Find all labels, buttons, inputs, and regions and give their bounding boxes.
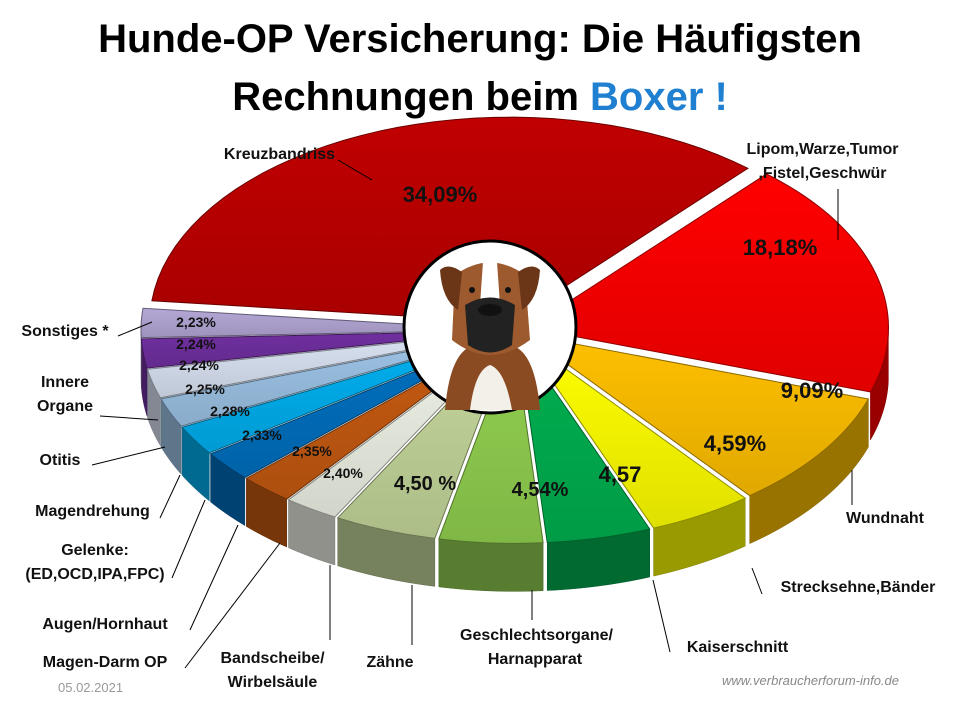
value-label: 9,09% xyxy=(781,378,843,403)
category-label: Wundnaht xyxy=(846,510,924,527)
leader-line xyxy=(159,474,181,519)
value-label: 4,50 % xyxy=(394,473,456,495)
leader-line xyxy=(652,579,671,653)
value-label: 34,09% xyxy=(403,182,478,207)
value-label: 4,57 xyxy=(599,462,642,487)
category-label: Innere Organe xyxy=(36,374,93,415)
category-label: Magen-Darm OP xyxy=(42,654,168,671)
chart-title-line1: Hunde-OP Versicherung: Die Häufigsten xyxy=(98,17,862,61)
title-prefix: Rechnungen beim xyxy=(232,75,590,119)
category-label: Kreuzbandriss xyxy=(223,146,336,163)
chart-title-line2: Rechnungen beim Boxer ! xyxy=(0,72,960,122)
value-label: 2,23% xyxy=(176,314,216,330)
category-label: Geschlechtsorgane/ Harnapparat xyxy=(460,627,613,668)
leader-line xyxy=(99,415,159,421)
category-label: Zähne xyxy=(366,654,414,671)
title-accent: Boxer ! xyxy=(590,75,728,119)
category-label: Augen/Hornhaut xyxy=(42,616,168,633)
value-label: 2,40% xyxy=(323,465,363,481)
value-label: 18,18% xyxy=(743,235,818,260)
category-label: Lipom,Warze,Tumor ,Fistel,Geschwür xyxy=(746,141,899,182)
category-label: Magendrehung xyxy=(35,503,150,520)
source-text: www.verbraucherforum-info.de xyxy=(722,673,900,688)
leader-line xyxy=(117,321,153,337)
category-label: Kaiserschnitt xyxy=(686,639,789,656)
pie-slice xyxy=(151,116,749,323)
value-label: 2,25% xyxy=(185,381,225,397)
category-label: Otitis xyxy=(39,452,81,469)
pie-slice xyxy=(526,334,870,497)
pie-slice xyxy=(527,173,890,393)
date-text: 05.02.2021 xyxy=(58,680,124,695)
leader-line xyxy=(189,524,239,631)
value-label: 4,54% xyxy=(512,479,569,501)
pie-sides xyxy=(140,330,889,592)
leader-line xyxy=(751,567,763,595)
pie-slice xyxy=(521,336,747,529)
leader-line xyxy=(171,499,206,579)
leader-line xyxy=(337,159,373,181)
leader-line xyxy=(91,446,166,466)
value-label: 2,24% xyxy=(176,336,216,352)
value-label: 4,59% xyxy=(704,431,766,456)
value-label: 2,33% xyxy=(242,427,282,443)
category-label: Gelenke: (ED,OCD,IPA,FPC) xyxy=(25,542,165,583)
category-label: Sonstiges * xyxy=(21,323,109,340)
leader-line xyxy=(184,542,281,669)
slice-side xyxy=(438,538,544,592)
value-label: 2,28% xyxy=(210,403,250,419)
boxer-dog-image xyxy=(402,239,578,415)
value-label: 2,24% xyxy=(179,357,219,373)
category-label: Bandscheibe/ Wirbelsäule xyxy=(220,650,325,691)
category-label: Strecksehne,Bänder xyxy=(780,579,936,596)
value-label: 2,35% xyxy=(292,443,332,459)
